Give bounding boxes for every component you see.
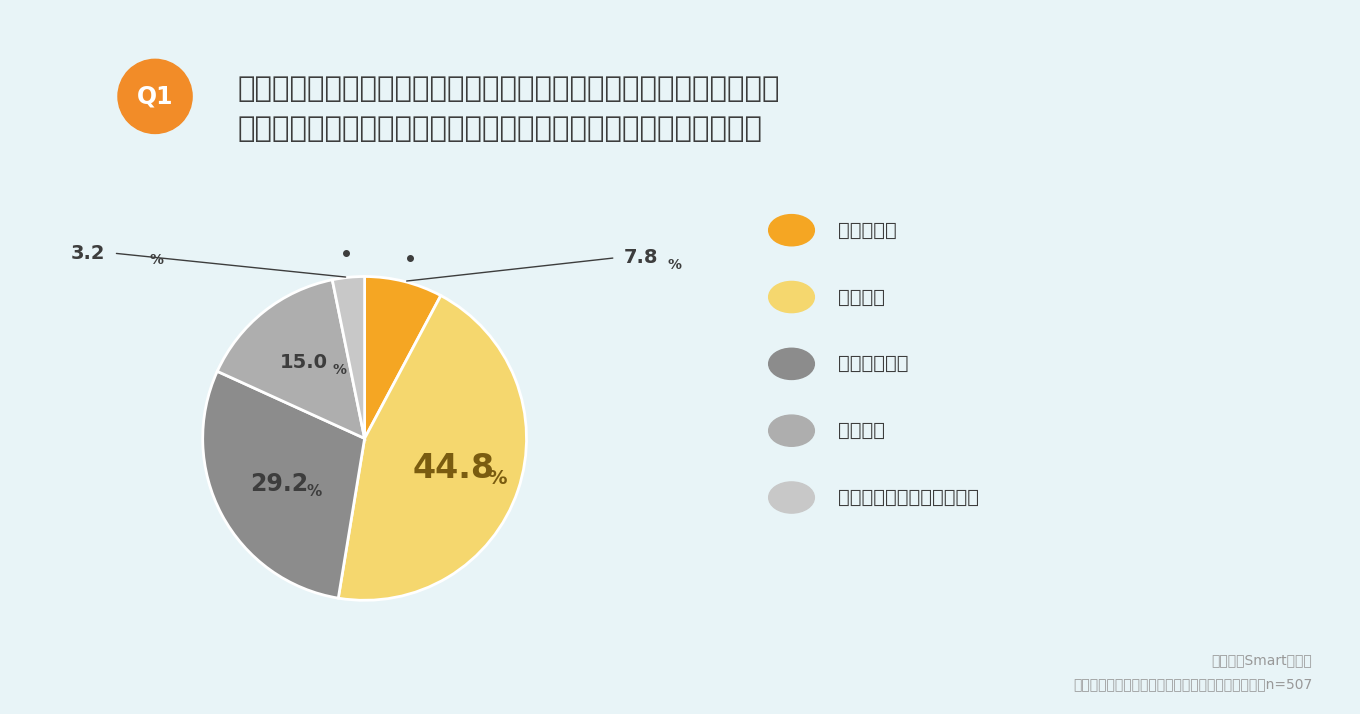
Text: 株式会社Smart相談室: 株式会社Smart相談室 — [1212, 653, 1312, 668]
Text: %: % — [333, 363, 347, 377]
Text: 29.2: 29.2 — [250, 472, 307, 496]
Text: 心身の不調によるパフォーマンス低下を感じたことがありますか。: 心身の不調によるパフォーマンス低下を感じたことがありますか。 — [238, 114, 763, 143]
Text: 3.2: 3.2 — [71, 243, 106, 263]
Text: %: % — [307, 484, 322, 499]
Circle shape — [768, 482, 815, 513]
Circle shape — [768, 348, 815, 379]
Text: %: % — [150, 253, 163, 268]
Text: %: % — [488, 469, 507, 488]
Circle shape — [768, 215, 815, 246]
Text: 一般社員のプレゼンティーズムに関する実態調査｜n=507: 一般社員のプレゼンティーズムに関する実態調査｜n=507 — [1073, 677, 1312, 691]
Text: わからない／答えられない: わからない／答えられない — [838, 488, 979, 507]
Circle shape — [768, 281, 815, 313]
Wedge shape — [203, 371, 364, 598]
Wedge shape — [218, 280, 364, 438]
Circle shape — [768, 415, 815, 446]
Wedge shape — [364, 276, 441, 438]
Text: 7.8: 7.8 — [624, 248, 658, 267]
Wedge shape — [339, 296, 526, 600]
Text: あなたは、勤務中に体調が優れない、もしくは気分が落ち込むなどの: あなたは、勤務中に体調が優れない、もしくは気分が落ち込むなどの — [238, 75, 781, 104]
Text: 15.0: 15.0 — [280, 353, 328, 372]
Text: ほとんどない: ほとんどない — [838, 354, 908, 373]
Wedge shape — [332, 276, 364, 438]
Circle shape — [118, 59, 192, 134]
Text: 全くない: 全くない — [838, 421, 885, 441]
Text: 44.8: 44.8 — [412, 452, 495, 485]
Text: Q1: Q1 — [137, 84, 173, 109]
Text: 頻繁にある: 頻繁にある — [838, 221, 896, 240]
Text: %: % — [668, 258, 681, 272]
Text: 時々ある: 時々ある — [838, 288, 885, 306]
